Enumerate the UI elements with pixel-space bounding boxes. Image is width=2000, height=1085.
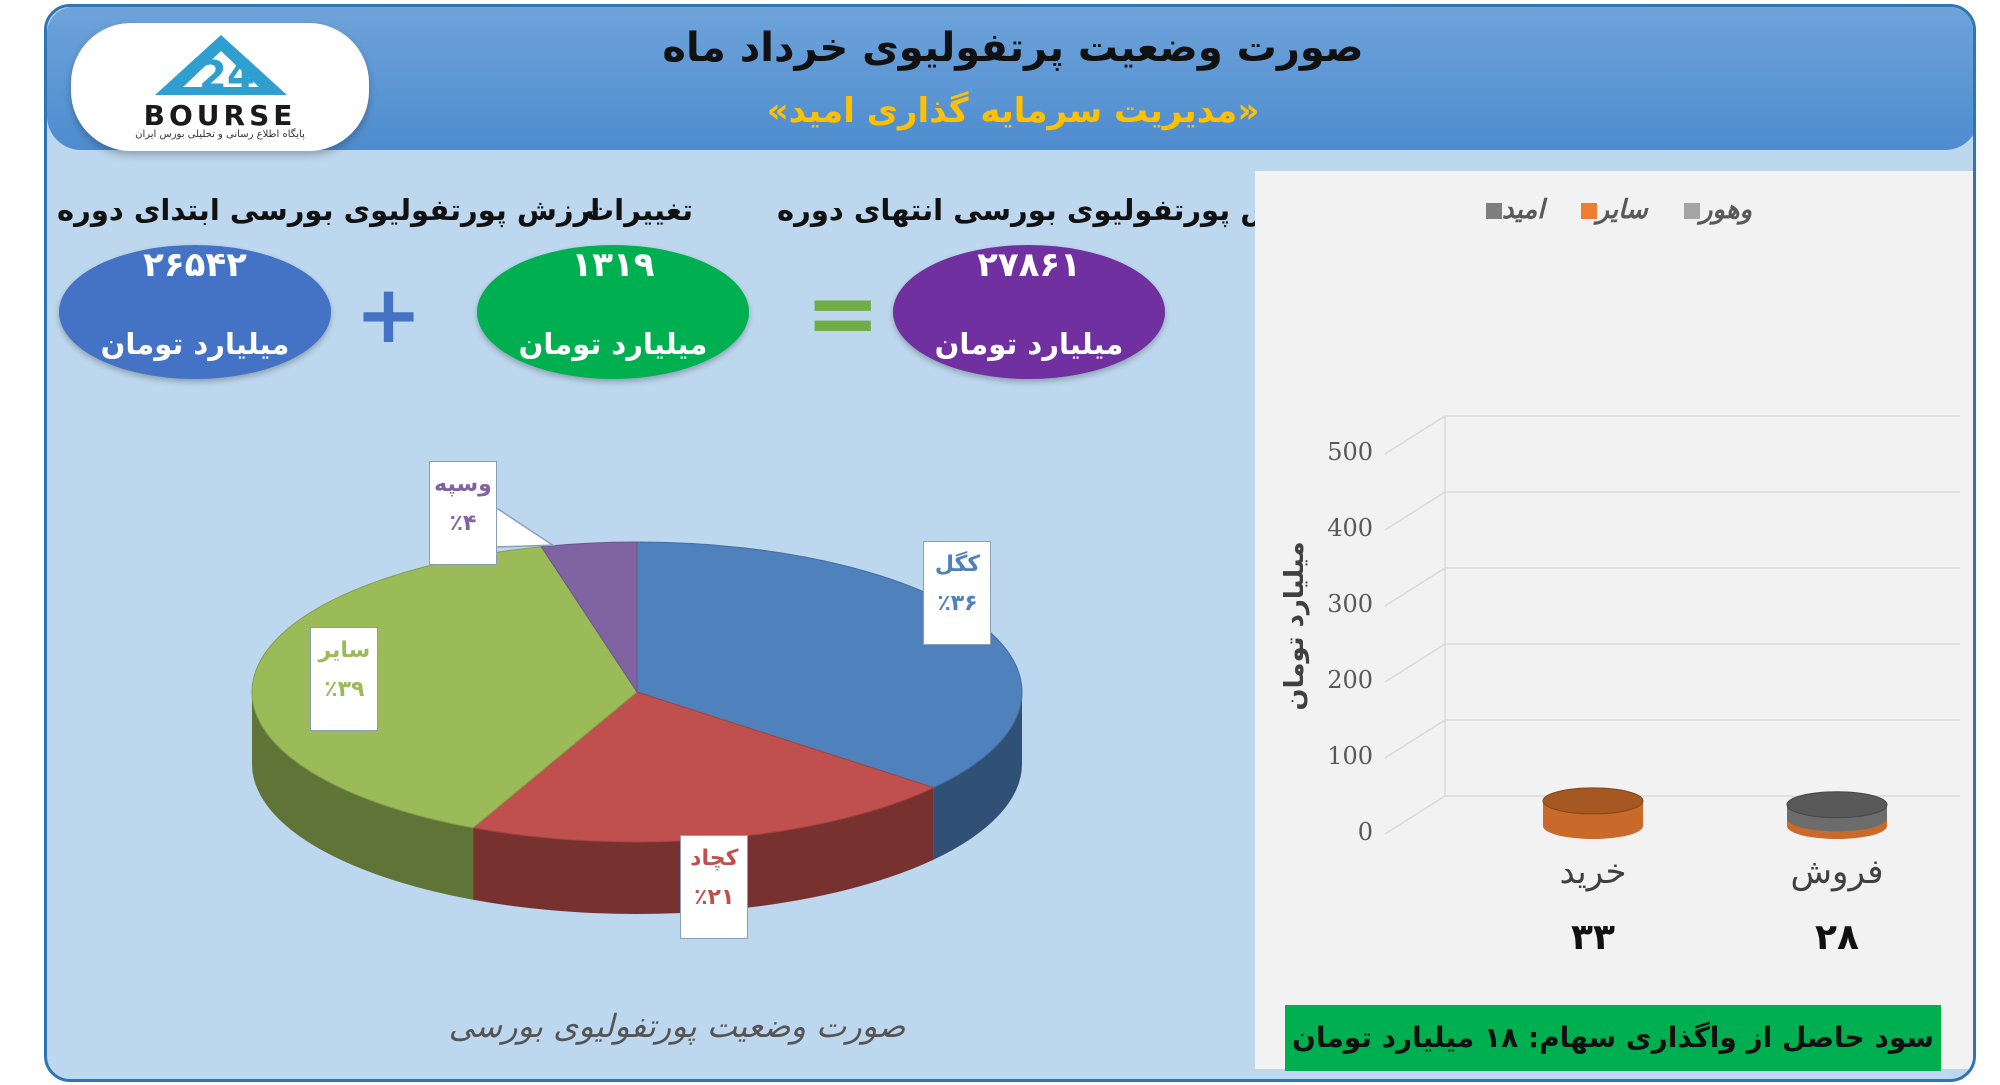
header-banner: 24 BOURSE پایگاه اطلاع رسانی و تحلیلی بو… — [47, 7, 1973, 151]
bar-gridlines: 0 100 200 300 400 500 — [1327, 415, 1960, 846]
pie-label-name: وسپه — [434, 472, 492, 497]
legend-label: سایر — [1596, 195, 1648, 225]
y-tick-label: 100 — [1327, 742, 1373, 770]
x-category-label: خرید — [1559, 852, 1626, 892]
pie-label-percent: ٪۳۶ — [937, 591, 978, 617]
portfolio-pie-chart — [251, 505, 1023, 914]
pie-side-سایر — [252, 692, 474, 900]
pie-label-name: کچاد — [690, 845, 739, 871]
y-tick-label: 400 — [1327, 514, 1373, 542]
gridline-diag — [1384, 643, 1446, 683]
bar-cap-امید — [1786, 791, 1888, 819]
dashboard-frame: 24 BOURSE پایگاه اطلاع رسانی و تحلیلی بو… — [44, 4, 1976, 1082]
pie-data-label: سایر ٪۳۹ — [310, 627, 379, 731]
y-tick-label: 300 — [1327, 590, 1373, 618]
pie-label-percent: ٪۴ — [449, 511, 477, 536]
gridline-diag — [1384, 491, 1446, 531]
pie-slice-سایر — [251, 546, 638, 829]
y-axis-title: میلیارد تومان — [1280, 541, 1310, 710]
legend-label: امید — [1501, 195, 1545, 225]
pie-chart-title: صورت وضعیت پورتفولیوی بورسی — [448, 1007, 906, 1045]
y-tick-label: 0 — [1358, 818, 1373, 846]
pie-data-label: کچاد ٪۲۱ — [680, 834, 749, 939]
pie-label-name: کگل — [934, 552, 981, 578]
end-value-number: ۲۷۸۶۱ — [977, 245, 1081, 285]
pie-label-name: سایر — [318, 638, 371, 663]
change-oval: ۱۳۱۹ میلیارد تومان — [477, 245, 749, 379]
profit-note: سود حاصل از واگذاری سهام: ۱۸ میلیارد توم… — [1285, 1005, 1941, 1071]
gridline-diag — [1384, 719, 1446, 759]
bourse-logo: 24 BOURSE پایگاه اطلاع رسانی و تحلیلی بو… — [71, 23, 369, 151]
bar-chart-legend: وهور سایر امید — [1255, 195, 1973, 229]
svg-text:24: 24 — [199, 53, 255, 99]
category-total: ۲۸ — [1815, 917, 1859, 958]
start-value-label: ارزش پورتفولیوی بورسی ابتدای دوره — [57, 193, 601, 227]
legend-swatch — [1683, 202, 1700, 219]
y-tick-label: 200 — [1327, 666, 1373, 694]
pie-label-percent: ٪۳۹ — [324, 677, 365, 702]
start-value-unit: میلیارد تومان — [100, 327, 290, 361]
legend-item: امید — [1478, 195, 1545, 225]
end-value-unit: میلیارد تومان — [934, 327, 1124, 361]
plus-sign: + — [355, 268, 423, 361]
pie-data-label: کگل ٪۳۶ — [923, 541, 992, 646]
change-unit: میلیارد تومان — [518, 327, 708, 361]
legend-label: وهور — [1699, 195, 1753, 225]
legend-item: وهور — [1676, 195, 1752, 225]
end-value-label: ارزش پورتفولیوی بورسی انتهای دوره — [777, 193, 1324, 227]
bar-cap-سایر — [1542, 787, 1644, 815]
y-tick-label: 500 — [1327, 438, 1373, 466]
logo-subtitle: پایگاه اطلاع رسانی و تحلیلی بورس ایران — [135, 129, 305, 140]
gridline-diag — [1384, 415, 1446, 455]
change-label: تغییرات — [585, 193, 694, 227]
change-number: ۱۳۱۹ — [571, 245, 655, 285]
page-title: صورت وضعیت پرتفولیوی خرداد ماه — [662, 25, 1364, 71]
start-value-number: ۲۶۵۴۲ — [143, 245, 247, 285]
end-value-oval: ۲۷۸۶۱ میلیارد تومان — [893, 245, 1165, 379]
start-value-oval: ۲۶۵۴۲ میلیارد تومان — [59, 245, 331, 379]
trades-bar-chart: 0 100 200 300 400 500 میلیارد تومان خرید ۳۳ فروش ۲… — [1280, 415, 1960, 958]
logo-mountain-icon: 24 — [155, 35, 287, 99]
pie-callout-pointer — [494, 505, 556, 548]
equals-sign: = — [805, 261, 881, 366]
legend-swatch — [1485, 202, 1502, 219]
bar-stack-خرید — [1542, 787, 1644, 839]
legend-swatch — [1580, 202, 1597, 219]
gridline-diag — [1384, 567, 1446, 607]
gridline-diag — [1384, 795, 1446, 835]
bar-stack-فروش — [1786, 791, 1888, 839]
pie-slice-وسپه — [540, 541, 638, 694]
category-total: ۳۳ — [1571, 917, 1615, 958]
pie-data-label: وسپه ٪۴ — [429, 461, 497, 565]
logo-word: BOURSE — [143, 99, 297, 132]
x-category-label: فروش — [1791, 852, 1884, 892]
page-subtitle: «مدیریت سرمایه گذاری امید» — [766, 91, 1260, 131]
pie-label-percent: ٪۲۱ — [694, 884, 735, 910]
legend-item: سایر — [1573, 195, 1648, 225]
trades-panel: وهور سایر امید 0 100 200 300 400 500 میلیارد توم… — [1255, 171, 1973, 1071]
pie-side-کگل — [933, 692, 1022, 860]
